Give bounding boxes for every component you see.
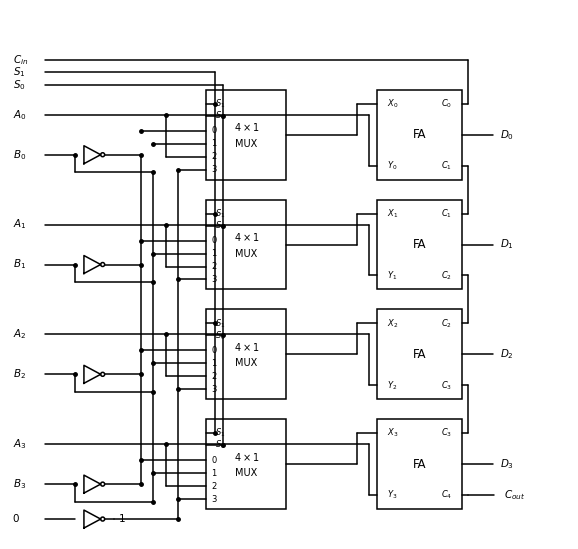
Text: $A_{3}$: $A_{3}$ (13, 438, 26, 451)
Bar (206, 310, 287, 399)
Text: $Y_{2}$: $Y_{2}$ (387, 379, 397, 391)
Text: 3: 3 (211, 385, 217, 394)
Text: $X_{0}$: $X_{0}$ (387, 98, 398, 110)
Text: $C_{1}$: $C_{1}$ (442, 159, 453, 172)
Text: 1: 1 (211, 359, 216, 368)
Text: $A_{2}$: $A_{2}$ (13, 328, 26, 341)
Bar (377, 310, 462, 399)
Text: $Y_{3}$: $Y_{3}$ (387, 489, 398, 501)
Text: 0: 0 (211, 126, 216, 135)
Text: FA: FA (413, 128, 427, 141)
Text: 1: 1 (211, 249, 216, 258)
Text: 2: 2 (211, 262, 216, 271)
Text: $X_{1}$: $X_{1}$ (387, 208, 398, 220)
Text: $B_{1}$: $B_{1}$ (13, 257, 25, 271)
Text: 0: 0 (211, 236, 216, 245)
Text: 3: 3 (211, 165, 217, 174)
Text: $B_{2}$: $B_{2}$ (13, 367, 25, 381)
Text: FA: FA (413, 348, 427, 361)
Text: $D_{0}$: $D_{0}$ (500, 128, 514, 142)
Text: $C_{4}$: $C_{4}$ (441, 489, 453, 501)
Text: $S_0$: $S_0$ (215, 110, 226, 122)
Bar (377, 200, 462, 289)
Text: $D_{1}$: $D_{1}$ (500, 238, 514, 251)
Text: $S_0$: $S_0$ (215, 329, 226, 341)
Text: MUX: MUX (235, 358, 257, 368)
Text: $C_{out}$: $C_{out}$ (503, 488, 525, 502)
Text: $C_{2}$: $C_{2}$ (442, 317, 453, 329)
Text: 2: 2 (211, 152, 216, 161)
Text: $B_{0}$: $B_{0}$ (13, 148, 26, 161)
Text: $4 \times 1$: $4 \times 1$ (234, 451, 259, 463)
Text: $4 \times 1$: $4 \times 1$ (234, 121, 259, 133)
Text: 1: 1 (118, 514, 125, 524)
Text: $X_{3}$: $X_{3}$ (387, 427, 398, 439)
Text: $Y_{1}$: $Y_{1}$ (387, 269, 397, 282)
Text: $D_{2}$: $D_{2}$ (500, 348, 514, 361)
Text: $D_{3}$: $D_{3}$ (500, 457, 514, 471)
Text: 1: 1 (211, 139, 216, 148)
Bar (377, 419, 462, 509)
Text: $A_{0}$: $A_{0}$ (13, 108, 27, 122)
Text: $B_{3}$: $B_{3}$ (13, 477, 26, 491)
Text: 2: 2 (211, 481, 216, 491)
Text: $C_{3}$: $C_{3}$ (441, 427, 453, 439)
Text: 0: 0 (211, 456, 216, 464)
Text: 3: 3 (211, 495, 217, 503)
Text: $Y_{0}$: $Y_{0}$ (387, 159, 398, 172)
Bar (206, 90, 287, 180)
Text: $S_1$: $S_1$ (215, 98, 225, 110)
Text: 1: 1 (211, 469, 216, 478)
Text: 2: 2 (211, 372, 216, 381)
Text: $S_0$: $S_0$ (215, 220, 226, 232)
Text: FA: FA (413, 238, 427, 251)
Bar (377, 90, 462, 180)
Text: $S_1$: $S_1$ (215, 427, 225, 439)
Text: $C_{0}$: $C_{0}$ (441, 98, 453, 110)
Text: MUX: MUX (235, 249, 257, 259)
Text: $S_0$: $S_0$ (13, 78, 25, 92)
Text: $S_1$: $S_1$ (215, 317, 225, 329)
Text: 0: 0 (211, 346, 216, 355)
Text: 0: 0 (13, 514, 19, 524)
Bar (206, 200, 287, 289)
Text: $C_{1}$: $C_{1}$ (442, 208, 453, 220)
Text: $S_0$: $S_0$ (215, 439, 226, 451)
Bar (206, 419, 287, 509)
Text: $S_1$: $S_1$ (13, 65, 25, 79)
Text: FA: FA (413, 458, 427, 470)
Text: $4 \times 1$: $4 \times 1$ (234, 341, 259, 353)
Text: $A_{1}$: $A_{1}$ (13, 218, 26, 232)
Text: $C_{in}$: $C_{in}$ (13, 53, 28, 67)
Text: MUX: MUX (235, 139, 257, 149)
Text: $S_1$: $S_1$ (215, 208, 225, 220)
Text: $4 \times 1$: $4 \times 1$ (234, 231, 259, 243)
Text: 3: 3 (211, 275, 217, 284)
Text: $X_{2}$: $X_{2}$ (387, 317, 398, 329)
Text: MUX: MUX (235, 468, 257, 478)
Text: $C_{3}$: $C_{3}$ (441, 379, 453, 391)
Text: $C_{2}$: $C_{2}$ (442, 269, 453, 282)
